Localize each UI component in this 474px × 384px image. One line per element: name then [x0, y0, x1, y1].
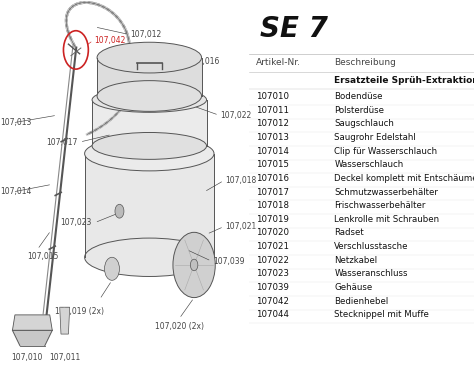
Text: Polsterdüse: Polsterdüse: [335, 106, 384, 115]
Polygon shape: [12, 315, 52, 330]
Ellipse shape: [84, 238, 214, 276]
Text: 107,023: 107,023: [61, 218, 92, 227]
Text: 107,014: 107,014: [0, 187, 31, 197]
Ellipse shape: [97, 42, 201, 73]
Polygon shape: [60, 307, 70, 334]
Text: 107023: 107023: [255, 270, 289, 278]
Text: 107021: 107021: [255, 242, 289, 251]
Circle shape: [104, 257, 119, 280]
Text: 107,020 (2x): 107,020 (2x): [155, 322, 204, 331]
Text: Wasserschlauch: Wasserschlauch: [335, 161, 404, 169]
Text: Netzkabel: Netzkabel: [335, 256, 377, 265]
Text: 107014: 107014: [255, 147, 289, 156]
Text: 107,011: 107,011: [49, 353, 80, 362]
Text: Bedienhebel: Bedienhebel: [335, 296, 389, 306]
Ellipse shape: [84, 136, 214, 171]
Text: Artikel-Nr.: Artikel-Nr.: [255, 58, 301, 66]
Text: Deckel komplett mit Entschäumertank: Deckel komplett mit Entschäumertank: [335, 174, 474, 183]
Text: 107,039: 107,039: [213, 257, 244, 266]
Text: 107019: 107019: [255, 215, 289, 224]
Circle shape: [115, 204, 124, 218]
Text: SE 7: SE 7: [260, 15, 328, 43]
Text: 107012: 107012: [255, 119, 289, 128]
Ellipse shape: [92, 132, 207, 159]
FancyBboxPatch shape: [84, 154, 214, 257]
FancyBboxPatch shape: [92, 100, 207, 146]
Text: 107,016: 107,016: [188, 57, 219, 66]
Text: Gehäuse: Gehäuse: [335, 283, 373, 292]
Text: Saugrohr Edelstahl: Saugrohr Edelstahl: [335, 133, 416, 142]
Circle shape: [173, 232, 215, 298]
Ellipse shape: [92, 87, 207, 112]
Text: Verschlusstasche: Verschlusstasche: [335, 242, 409, 251]
Text: Clip für Wasserschlauch: Clip für Wasserschlauch: [335, 147, 438, 156]
Circle shape: [191, 259, 198, 271]
Text: Lenkrolle mit Schrauben: Lenkrolle mit Schrauben: [335, 215, 439, 224]
Text: 107,012: 107,012: [131, 30, 162, 39]
Text: 107044: 107044: [255, 310, 289, 319]
Text: 107,017: 107,017: [46, 137, 77, 147]
Text: 107016: 107016: [255, 174, 289, 183]
Ellipse shape: [97, 81, 201, 111]
Text: 107,022: 107,022: [220, 111, 252, 120]
Text: 107018: 107018: [255, 201, 289, 210]
Text: Bodendüse: Bodendüse: [335, 92, 383, 101]
Text: 107,013: 107,013: [0, 118, 31, 127]
Text: 107,015: 107,015: [27, 252, 59, 260]
Text: Frischwasserbehälter: Frischwasserbehälter: [335, 201, 426, 210]
Text: 107013: 107013: [255, 133, 289, 142]
Text: Stecknippel mit Muffe: Stecknippel mit Muffe: [335, 310, 429, 319]
Text: Schmutzwasserbehälter: Schmutzwasserbehälter: [335, 187, 438, 197]
Text: 107010: 107010: [255, 92, 289, 101]
Text: 107,042: 107,042: [95, 36, 126, 45]
Text: 107011: 107011: [255, 106, 289, 115]
Text: 107,021: 107,021: [225, 222, 256, 231]
Text: 107042: 107042: [255, 296, 289, 306]
Text: Ersatzteile Sprüh-Extraktionsgerät SE7: Ersatzteile Sprüh-Extraktionsgerät SE7: [335, 76, 474, 85]
Text: 107039: 107039: [255, 283, 289, 292]
Text: 107022: 107022: [255, 256, 289, 265]
FancyBboxPatch shape: [97, 58, 201, 96]
Text: Wasseranschluss: Wasseranschluss: [335, 270, 408, 278]
Text: Saugschlauch: Saugschlauch: [335, 119, 394, 128]
Text: Beschreibung: Beschreibung: [335, 58, 396, 66]
Text: Radset: Radset: [335, 228, 364, 237]
Polygon shape: [12, 330, 52, 346]
Text: 107,019 (2x): 107,019 (2x): [55, 306, 104, 316]
Text: 107015: 107015: [255, 161, 289, 169]
Text: 107,018: 107,018: [225, 176, 256, 185]
Text: 107017: 107017: [255, 187, 289, 197]
Text: 107,010: 107,010: [12, 353, 43, 362]
Text: 107020: 107020: [255, 228, 289, 237]
